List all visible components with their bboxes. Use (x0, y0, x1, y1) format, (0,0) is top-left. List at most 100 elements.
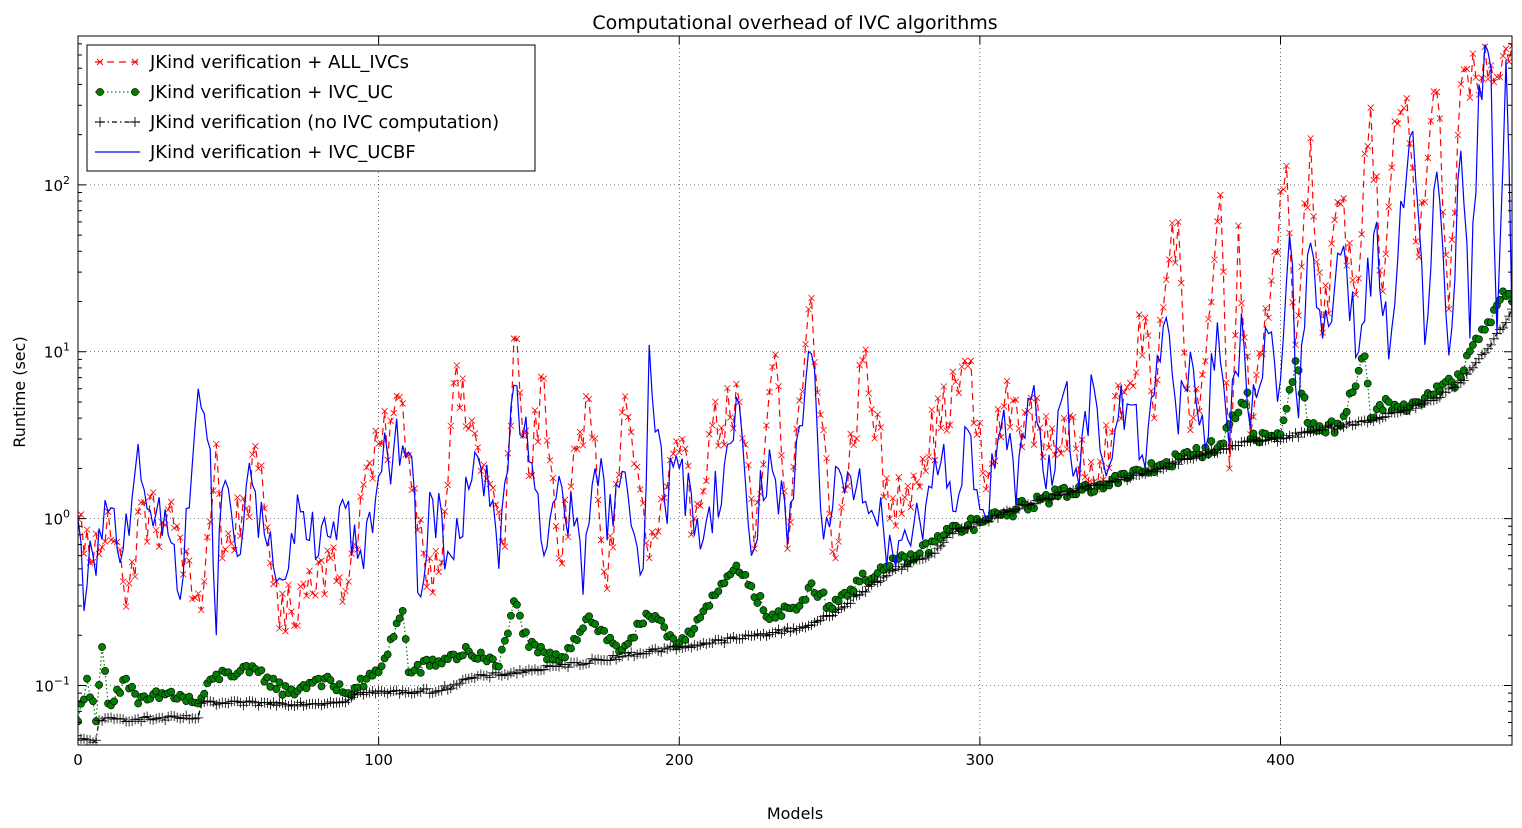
point-plus-marker (695, 639, 706, 650)
point-x-marker (712, 398, 719, 406)
point-x-marker (137, 499, 145, 506)
point-x-marker (1102, 421, 1110, 429)
point-x-marker (1181, 349, 1188, 356)
point-x-marker (1030, 441, 1038, 448)
point-x-marker (1087, 458, 1095, 466)
point-x-marker (579, 442, 587, 449)
plot-frame (77, 35, 1513, 746)
point-x-marker (420, 549, 428, 557)
point-circle-marker (1282, 404, 1291, 413)
point-plus-marker (1507, 304, 1512, 315)
point-x-marker (285, 581, 292, 589)
point-circle-marker (1243, 388, 1252, 397)
legend-marker (95, 117, 105, 127)
y-tick-label: 100 (44, 508, 70, 529)
point-x-marker (829, 548, 836, 555)
point-plus-marker (466, 672, 477, 683)
point-circle-marker (1351, 382, 1360, 391)
point-plus-marker (91, 735, 102, 745)
point-circle-marker (359, 682, 368, 691)
point-circle-marker (507, 611, 515, 620)
point-x-marker (1301, 200, 1308, 207)
point-circle-marker (1505, 289, 1512, 298)
point-plus-marker (412, 686, 423, 697)
point-x-marker (1003, 377, 1011, 385)
point-x-marker (1150, 414, 1158, 422)
chart-title: Computational overhead of IVC algorithms (592, 12, 997, 34)
point-circle-marker (269, 674, 278, 683)
point-x-marker (624, 413, 632, 421)
point-x-marker (1169, 219, 1176, 227)
point-x-marker (1280, 185, 1287, 193)
point-x-marker (1123, 383, 1131, 391)
point-x-marker (1006, 423, 1014, 431)
point-x-marker (155, 543, 163, 550)
point-x-marker (919, 455, 927, 463)
point-x-marker (89, 558, 97, 566)
point-x-marker (573, 445, 581, 453)
point-circle-marker (1363, 379, 1372, 388)
point-x-marker (1373, 173, 1381, 180)
point-x-marker (648, 528, 656, 536)
point-x-marker (125, 580, 133, 587)
point-x-marker (1313, 258, 1320, 266)
point-x-marker (700, 487, 707, 495)
point-plus-marker (130, 714, 141, 725)
point-x-marker (847, 430, 854, 438)
point-x-marker (1214, 218, 1221, 225)
point-plus-marker (499, 669, 510, 680)
point-plus-marker (301, 699, 312, 710)
point-x-marker (1400, 104, 1408, 112)
point-plus-marker (406, 688, 417, 699)
point-x-marker (396, 393, 403, 401)
point-x-marker (706, 431, 713, 438)
point-circle-marker (413, 660, 422, 669)
point-circle-marker (1300, 393, 1309, 402)
point-x-marker (1147, 387, 1155, 395)
point-plus-marker (118, 714, 129, 725)
point-plus-marker (1464, 364, 1475, 375)
point-x-marker (802, 340, 809, 348)
point-x-marker (772, 351, 779, 358)
point-x-marker (1427, 117, 1435, 125)
point-plus-marker (241, 697, 252, 708)
point-x-marker (282, 627, 289, 635)
point-x-marker (1388, 164, 1396, 171)
point-plus-marker (292, 699, 303, 710)
point-x-marker (937, 424, 945, 432)
point-plus-marker (587, 653, 598, 664)
point-x-marker (678, 435, 686, 443)
point-x-marker (1466, 94, 1474, 101)
point-x-marker (213, 440, 220, 448)
point-plus-marker (1503, 311, 1512, 322)
point-plus-marker (1350, 419, 1361, 430)
point-plus-marker (845, 598, 856, 609)
point-x-marker (1060, 414, 1068, 422)
point-x-marker (1205, 315, 1212, 323)
point-x-marker (889, 494, 896, 502)
point-x-marker (694, 500, 701, 508)
point-circle-marker (500, 636, 509, 645)
point-x-marker (363, 464, 370, 471)
point-x-marker (1175, 218, 1182, 226)
point-circle-marker (95, 680, 103, 689)
point-x-marker (594, 496, 602, 504)
point-x-marker (369, 475, 376, 482)
point-plus-marker (310, 699, 321, 710)
point-plus-marker (1356, 416, 1367, 427)
point-circle-marker (122, 674, 131, 683)
point-x-marker (291, 622, 298, 629)
point-x-marker (1496, 73, 1504, 81)
point-circle-marker (1354, 366, 1363, 375)
point-x-marker (1460, 66, 1468, 73)
point-x-marker (703, 477, 710, 485)
point-plus-marker (493, 669, 504, 680)
point-x-marker (456, 404, 464, 412)
point-plus-marker (505, 668, 516, 679)
point-x-marker (1349, 276, 1356, 284)
point-x-marker (1238, 299, 1245, 307)
point-x-marker (1111, 392, 1119, 400)
point-x-marker (462, 423, 470, 430)
point-plus-marker (1476, 349, 1487, 360)
